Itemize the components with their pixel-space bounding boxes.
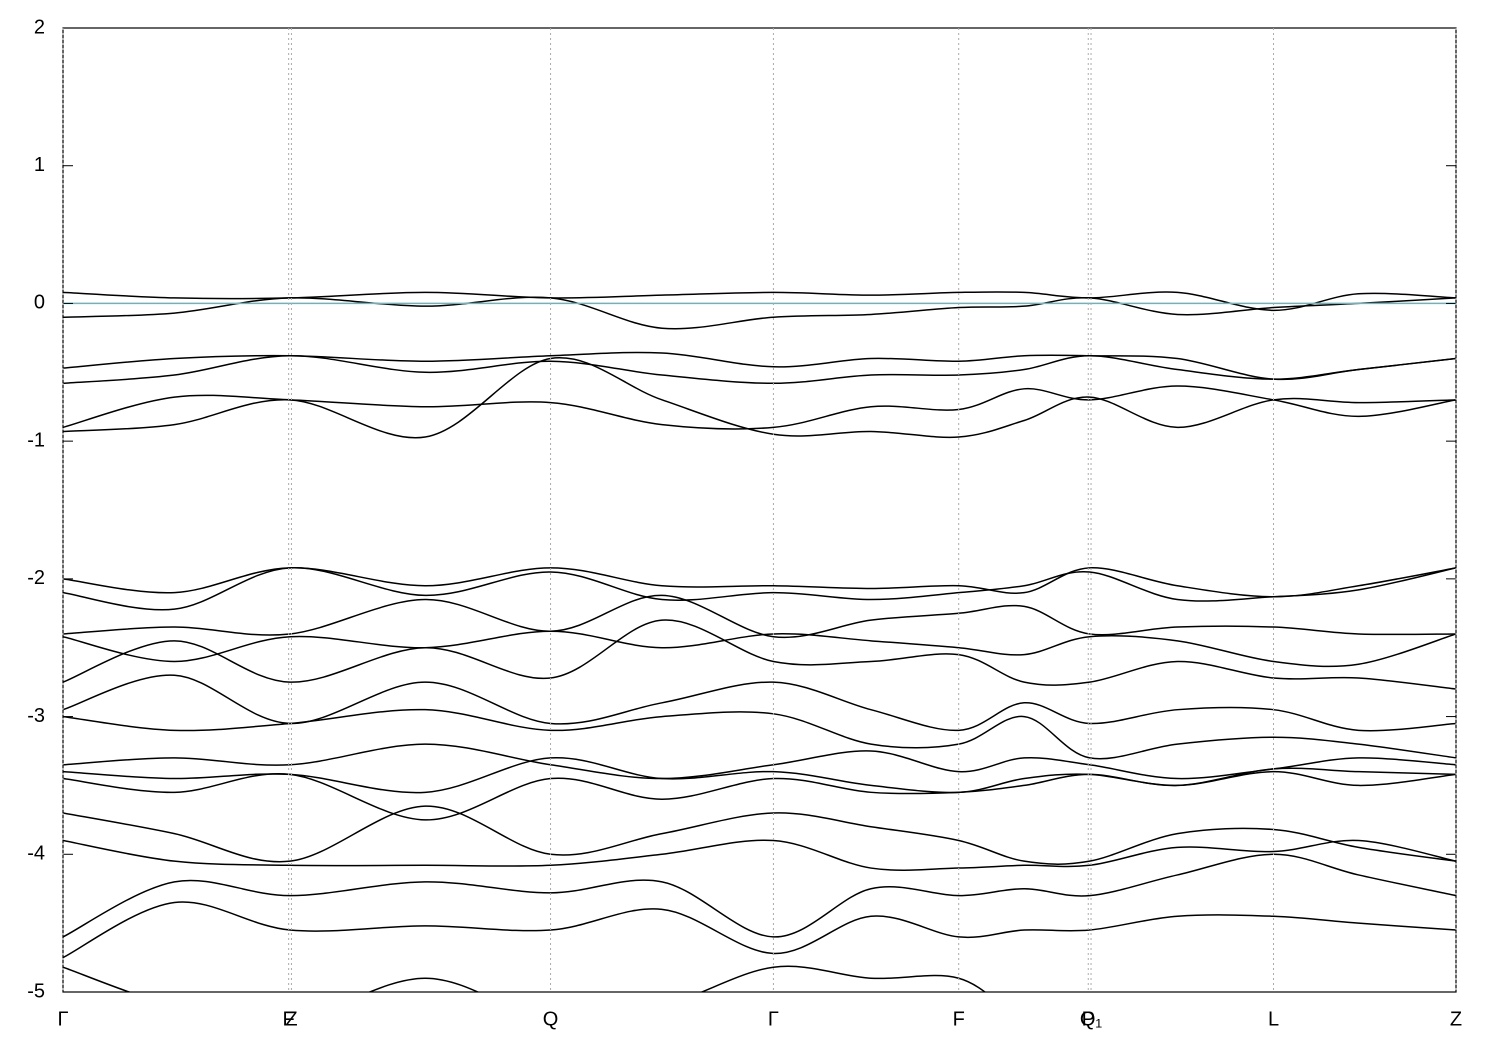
band-line [63, 619, 1456, 690]
band-line [63, 708, 1456, 760]
y-tick-label: -2 [27, 567, 45, 589]
band-line [63, 901, 1456, 959]
x-tick-label: Γ [57, 1008, 68, 1030]
band-line [63, 630, 1456, 668]
band-line [63, 674, 1456, 732]
band-line [63, 296, 1456, 330]
band-line [63, 357, 1456, 439]
x-tick-label: Q [543, 1008, 559, 1030]
band-line [63, 853, 1456, 938]
band-line [63, 291, 1456, 312]
y-tick-label: -5 [27, 980, 45, 1002]
y-tick-label: 0 [34, 292, 45, 314]
band-line [63, 594, 1456, 639]
x-tick-label: F [283, 1008, 295, 1030]
x-tick-label: F [953, 1008, 965, 1030]
band-line [63, 743, 1456, 780]
plot-frame [62, 27, 1457, 993]
y-tick-label: 1 [34, 154, 45, 176]
band-line [63, 385, 1456, 430]
y-tick-label: -3 [27, 705, 45, 727]
x-tick-label: Q₁ [1080, 1008, 1103, 1030]
band-line [63, 567, 1456, 598]
x-tick-label: Z [285, 1008, 297, 1030]
y-tick-label: -4 [27, 843, 45, 865]
y-tick-label: -1 [27, 429, 45, 451]
x-tick-label: P [1082, 1008, 1095, 1030]
y-tick-label: 2 [34, 16, 45, 38]
band-line [63, 805, 1456, 865]
band-line [63, 767, 1456, 821]
x-tick-label: Z [1450, 1008, 1462, 1030]
x-tick-label: L [1268, 1008, 1279, 1030]
band-line [63, 355, 1456, 385]
x-tick-label: Γ [768, 1008, 779, 1030]
band-line [63, 567, 1456, 611]
band-line [63, 965, 987, 992]
band-line [63, 839, 1456, 871]
plot-area [63, 291, 1456, 992]
band-line [63, 757, 1456, 794]
